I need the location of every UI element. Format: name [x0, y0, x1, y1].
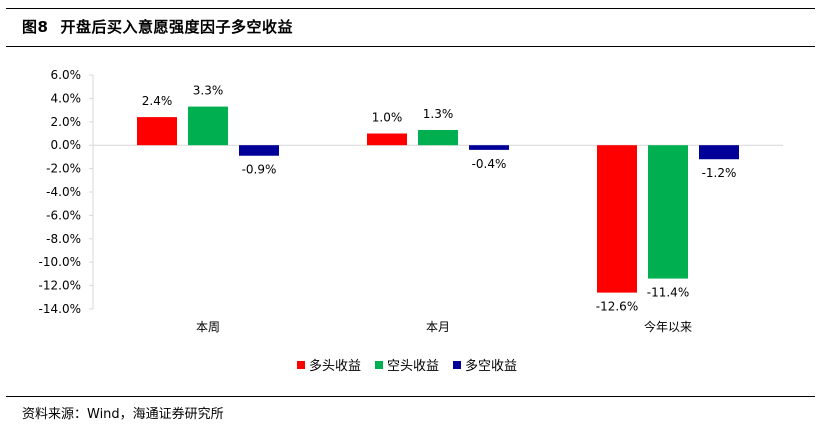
legend-label-long: 多头收益 [309, 359, 362, 374]
y-tick-label: 0.0% [51, 138, 82, 152]
legend-swatch-long [297, 360, 305, 369]
y-tick-label: -4.0% [46, 185, 81, 199]
y-tick-label: 2.0% [51, 115, 82, 129]
data-label: 1.3% [423, 107, 454, 121]
bar [597, 145, 637, 293]
legend-label-short: 空头收益 [387, 359, 440, 374]
bar [418, 129, 458, 146]
y-tick-label: 4.0% [51, 91, 82, 105]
y-tick-label: -10.0% [39, 255, 81, 269]
y-tick-label: 6.0% [51, 68, 82, 82]
data-label: 1.0% [372, 111, 403, 125]
bar [469, 145, 509, 150]
legend-swatch-long-short [453, 360, 462, 369]
data-label: -0.4% [472, 157, 507, 171]
x-category-label: 本周 [196, 320, 220, 334]
data-label: 2.4% [142, 94, 173, 108]
bar [239, 145, 279, 156]
x-category-label: 本月 [426, 320, 450, 334]
legend-item-long-short: 多空收益 [453, 355, 517, 374]
data-label: -1.2% [702, 166, 737, 180]
data-label: -12.6% [596, 300, 638, 314]
legend-item-long: 多头收益 [297, 355, 361, 374]
data-label: -11.4% [647, 286, 689, 300]
y-tick-label: -6.0% [46, 208, 81, 222]
legend-label-long-short: 多空收益 [465, 359, 518, 374]
legend-swatch-short [375, 360, 384, 369]
figure-title: 图8 开盘后买入意愿强度因子多空收益 [22, 16, 293, 37]
top-rule [6, 8, 815, 9]
legend: 多头收益 空头收益 多空收益 [297, 355, 517, 374]
figure-label: 图8 [22, 18, 49, 36]
y-tick-label: -12.0% [39, 279, 81, 293]
bar [188, 106, 228, 146]
y-tick-label: -8.0% [46, 232, 81, 246]
bottom-rule [6, 396, 815, 397]
data-label: -0.9% [242, 163, 277, 177]
bar [137, 117, 177, 146]
bar [699, 145, 739, 160]
x-category-label: 今年以来 [644, 319, 692, 334]
data-label: 3.3% [193, 84, 224, 98]
figure-title-text: 开盘后买入意愿强度因子多空收益 [60, 18, 293, 36]
bar [367, 133, 407, 146]
source-note: 资料来源：Wind，海通证券研究所 [22, 407, 224, 422]
legend-item-short: 空头收益 [375, 355, 439, 374]
bar [648, 145, 688, 279]
y-tick-label: -14.0% [39, 302, 81, 316]
y-tick-label: -2.0% [46, 162, 81, 176]
title-rule [6, 46, 815, 47]
